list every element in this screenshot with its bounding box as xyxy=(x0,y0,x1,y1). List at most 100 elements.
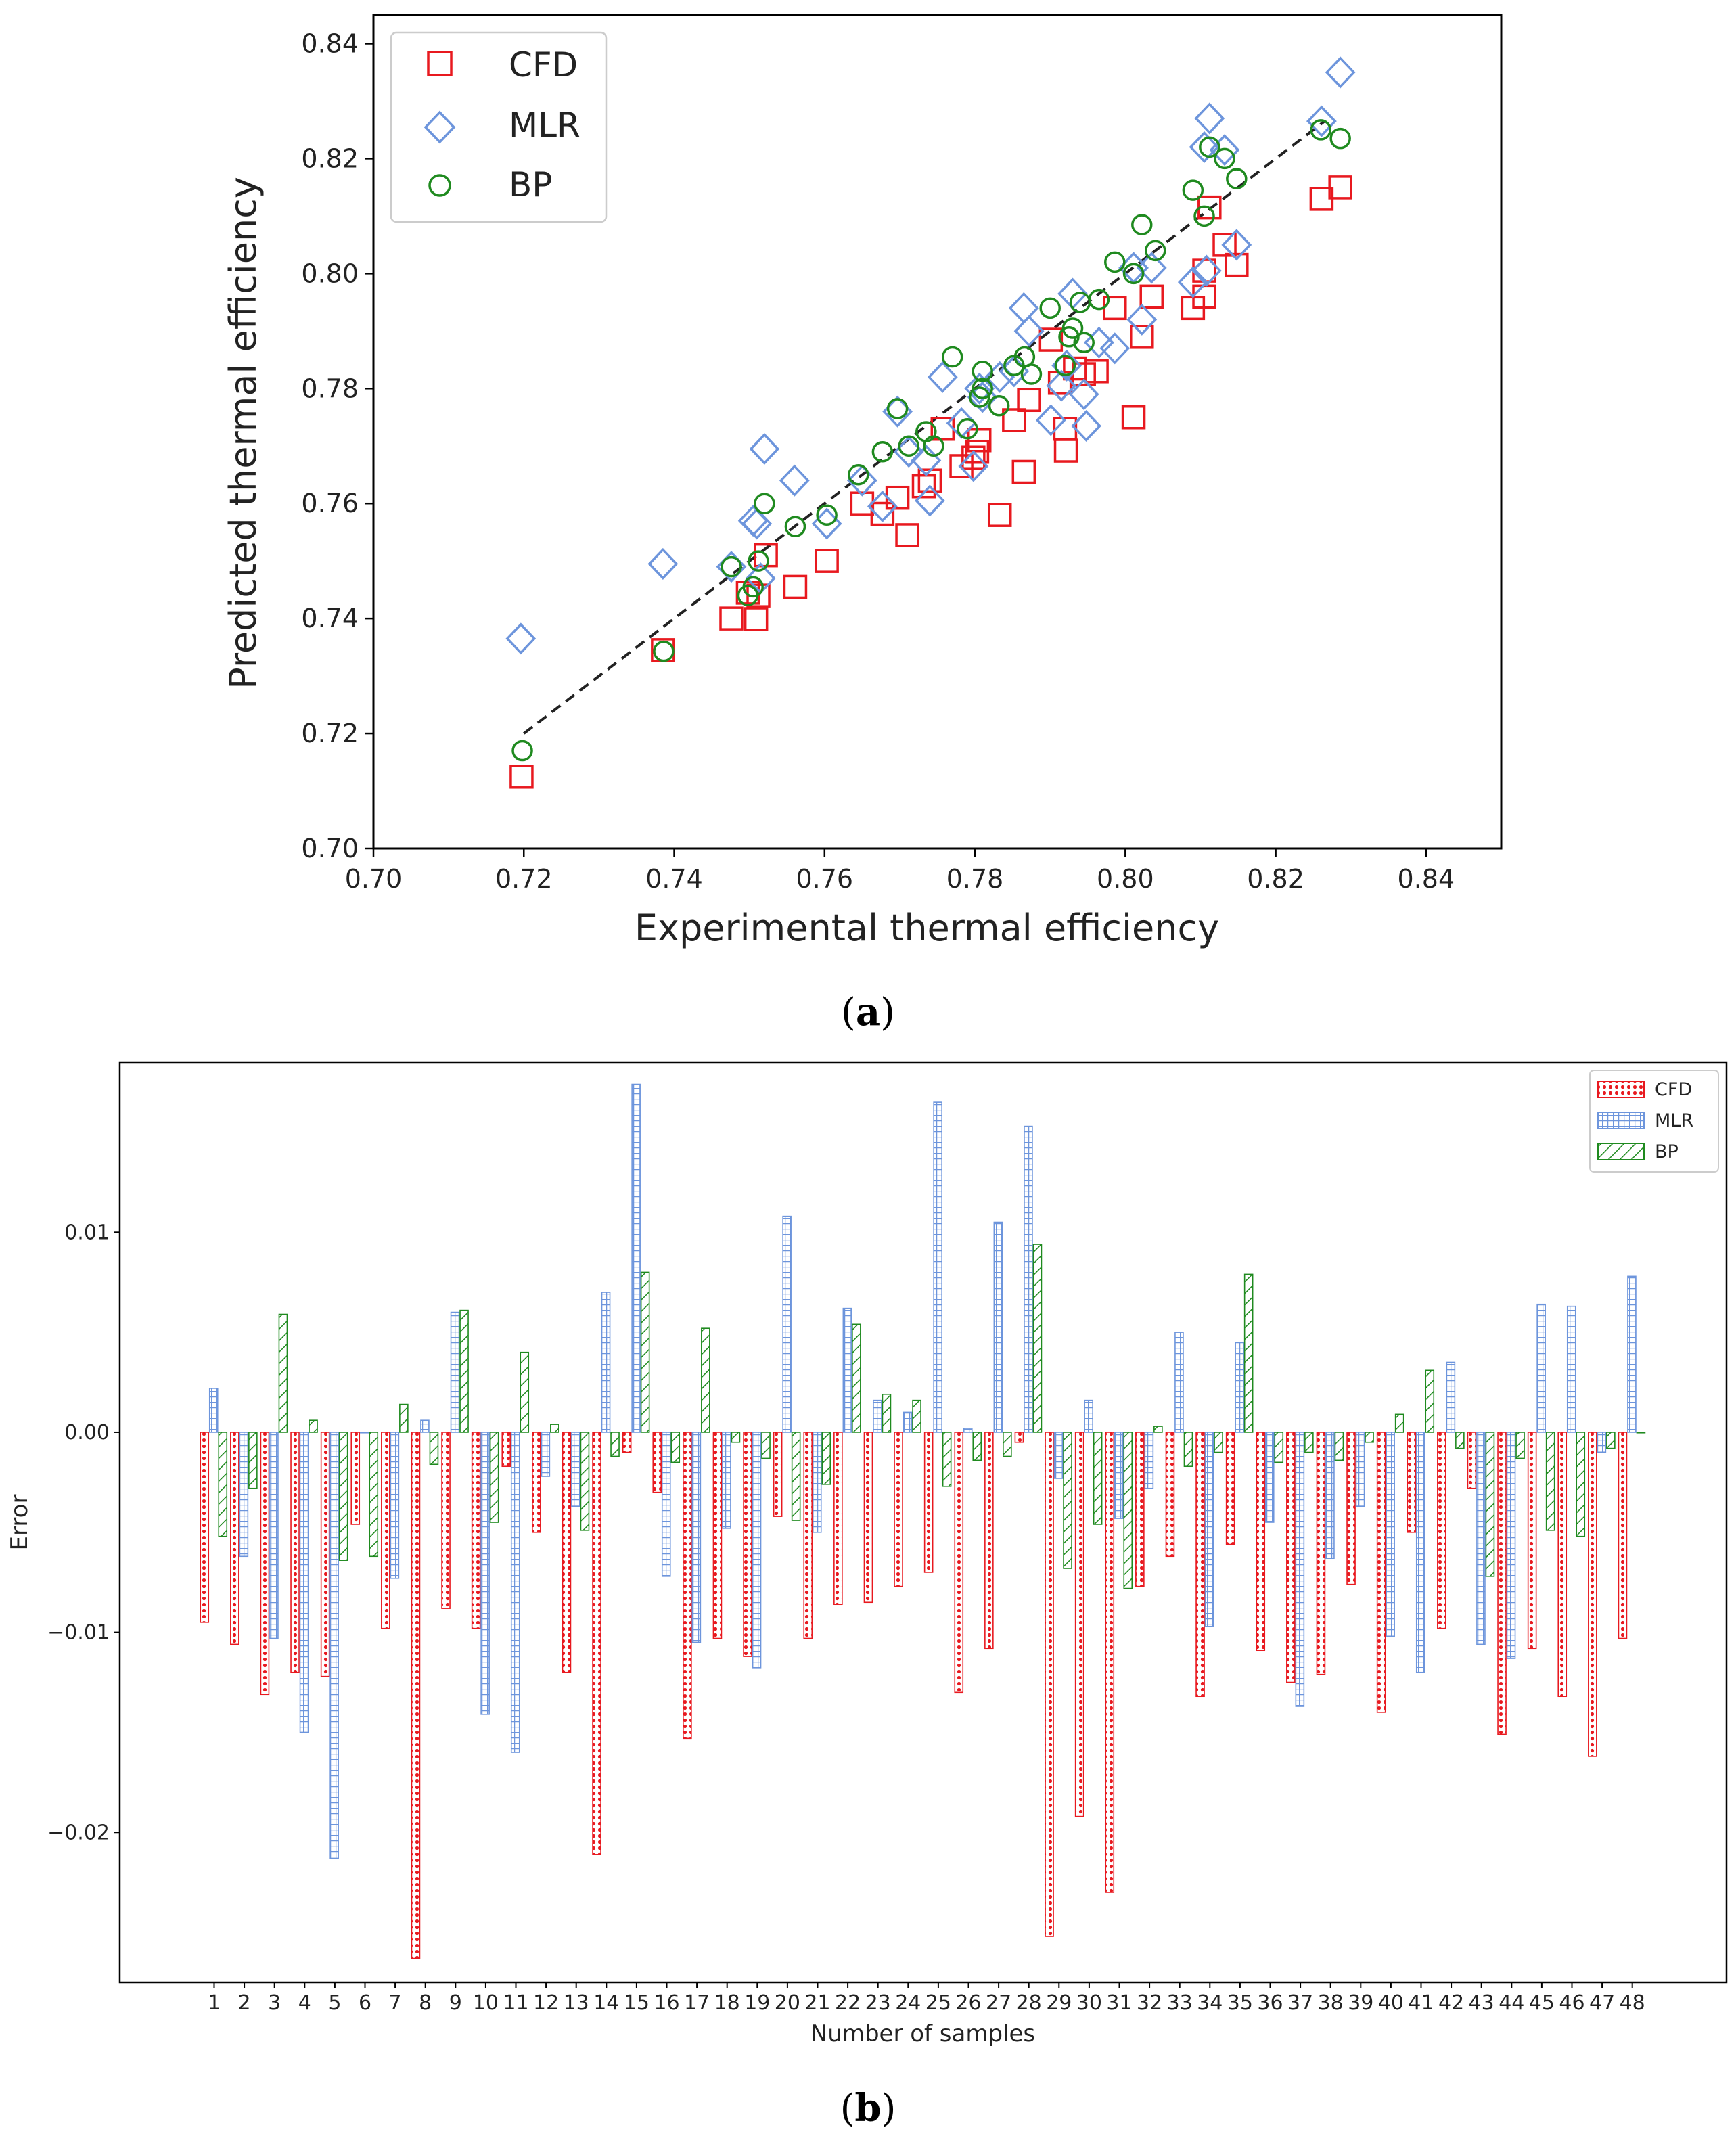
bp-bar xyxy=(218,1432,228,1537)
cfd-bar xyxy=(923,1432,934,1573)
cfd-bar xyxy=(773,1432,783,1517)
x-tick-label: 6 xyxy=(359,1991,371,2015)
mlr-bar xyxy=(1476,1432,1486,1645)
x-tick-label: 27 xyxy=(986,1991,1011,2015)
cfd-point xyxy=(1017,388,1041,413)
x-tick-label: 47 xyxy=(1589,1991,1615,2015)
mlr-bar xyxy=(1325,1432,1335,1560)
cfd-bar xyxy=(683,1432,692,1740)
mlr-bar xyxy=(752,1432,762,1669)
cfd-point xyxy=(744,607,769,631)
cfd-point xyxy=(965,439,990,464)
mlr-bar xyxy=(1264,1432,1275,1523)
mlr-bar xyxy=(1024,1125,1033,1433)
panel-a-scatter-chart: 0.70 0.72 0.74 0.76 0.78 0.80 0.82 0.84 0.70 0.72… xyxy=(222,14,1503,1035)
bp-point xyxy=(957,418,978,440)
cfd-bar xyxy=(1135,1432,1145,1587)
cfd-bar xyxy=(954,1432,964,1694)
bp-bar xyxy=(1214,1432,1223,1453)
mlr-point xyxy=(958,450,989,482)
mlr-bar xyxy=(661,1432,671,1577)
bp-point xyxy=(653,640,675,662)
cfd-bar xyxy=(1437,1432,1446,1629)
x-tick-label: 39 xyxy=(1348,1991,1373,2015)
cfd-bar xyxy=(290,1432,300,1673)
mlr-bar xyxy=(1144,1432,1154,1489)
x-tick-label: 24 xyxy=(895,1991,921,2015)
caption-b: (b) xyxy=(840,2086,896,2131)
bp-bar xyxy=(338,1432,348,1561)
x-tick-label: 0.78 xyxy=(946,864,1004,894)
bp-point xyxy=(988,395,1010,417)
x-tick-label: 0.72 xyxy=(495,864,553,894)
cfd-bar xyxy=(803,1432,813,1639)
bp-point xyxy=(972,361,993,382)
caption-a: (a) xyxy=(841,990,895,1035)
bp-point xyxy=(721,555,742,578)
legend-mlr-marker xyxy=(424,110,456,144)
bp-bar xyxy=(1003,1432,1012,1457)
x-tick-label: 45 xyxy=(1529,1991,1555,2015)
mlr-bar xyxy=(601,1292,611,1433)
mlr-point xyxy=(741,507,773,540)
mlr-point xyxy=(1325,56,1356,89)
legend-mlr-swatch xyxy=(1597,1112,1645,1129)
bp-bar xyxy=(459,1309,469,1433)
axis-ticks-b: 0.010.00−0.01−0.021 2 3 4 5 6 7 8 9 10 11 12 13 14 15 1… xyxy=(47,1221,1645,2015)
bp-bar xyxy=(882,1393,892,1433)
cfd-bar xyxy=(200,1432,210,1623)
mlr-bar xyxy=(722,1432,731,1529)
bp-point xyxy=(1088,288,1110,311)
bp-bar xyxy=(972,1432,982,1461)
bp-point xyxy=(941,346,963,368)
bp-bar xyxy=(1606,1432,1616,1449)
bp-point xyxy=(1020,363,1043,385)
cfd-bar xyxy=(1407,1432,1417,1533)
x-tick-label: 23 xyxy=(865,1991,891,2015)
bp-bar xyxy=(731,1432,741,1443)
bp-bar xyxy=(1063,1432,1072,1569)
cfd-point xyxy=(1053,438,1078,463)
cfd-point xyxy=(719,606,744,631)
x-tick-label: 10 xyxy=(473,1991,499,2015)
cfd-point xyxy=(949,454,974,478)
mlr-point xyxy=(1177,266,1208,298)
y-tick-label: 0.76 xyxy=(301,488,359,518)
mlr-point xyxy=(647,547,679,580)
cfd-bar xyxy=(1316,1432,1326,1675)
bp-bar xyxy=(761,1432,771,1459)
bp-point xyxy=(511,740,533,762)
bp-bar xyxy=(1425,1369,1435,1433)
bp-point xyxy=(886,398,909,419)
cfd-bar xyxy=(411,1432,421,1959)
scatter-points xyxy=(505,56,1356,789)
y-tick-label: 0.00 xyxy=(64,1421,110,1445)
mlr-point xyxy=(1191,254,1222,287)
mlr-bar xyxy=(842,1307,852,1433)
mlr-bar xyxy=(1084,1399,1093,1433)
x-tick-label: 42 xyxy=(1438,1991,1464,2015)
mlr-bar xyxy=(903,1411,913,1433)
bp-point xyxy=(1199,136,1220,158)
y-tick-label: 0.80 xyxy=(301,258,359,288)
legend-bp-text: BP xyxy=(1655,1141,1678,1162)
bp-point xyxy=(816,504,838,526)
mlr-bar xyxy=(299,1432,309,1733)
bp-point xyxy=(972,378,993,400)
x-tick-label: 8 xyxy=(419,1991,432,2015)
cfd-bar xyxy=(260,1432,270,1696)
bp-point xyxy=(1214,147,1235,170)
cfd-point xyxy=(783,574,808,599)
mlr-bar xyxy=(208,1388,219,1433)
x-tick-label: 19 xyxy=(744,1991,770,2015)
bp-point xyxy=(748,550,769,572)
bars xyxy=(200,1083,1646,1959)
x-tick-label: 1 xyxy=(208,1991,221,2015)
x-axis-title-a: Experimental thermal efficiency xyxy=(635,907,1219,949)
x-tick-label: 22 xyxy=(835,1991,861,2015)
mlr-point xyxy=(1013,315,1045,347)
mlr-point xyxy=(1136,252,1167,284)
bp-bar xyxy=(1394,1413,1404,1433)
cfd-bar xyxy=(230,1432,239,1645)
mlr-bar xyxy=(1295,1432,1305,1707)
